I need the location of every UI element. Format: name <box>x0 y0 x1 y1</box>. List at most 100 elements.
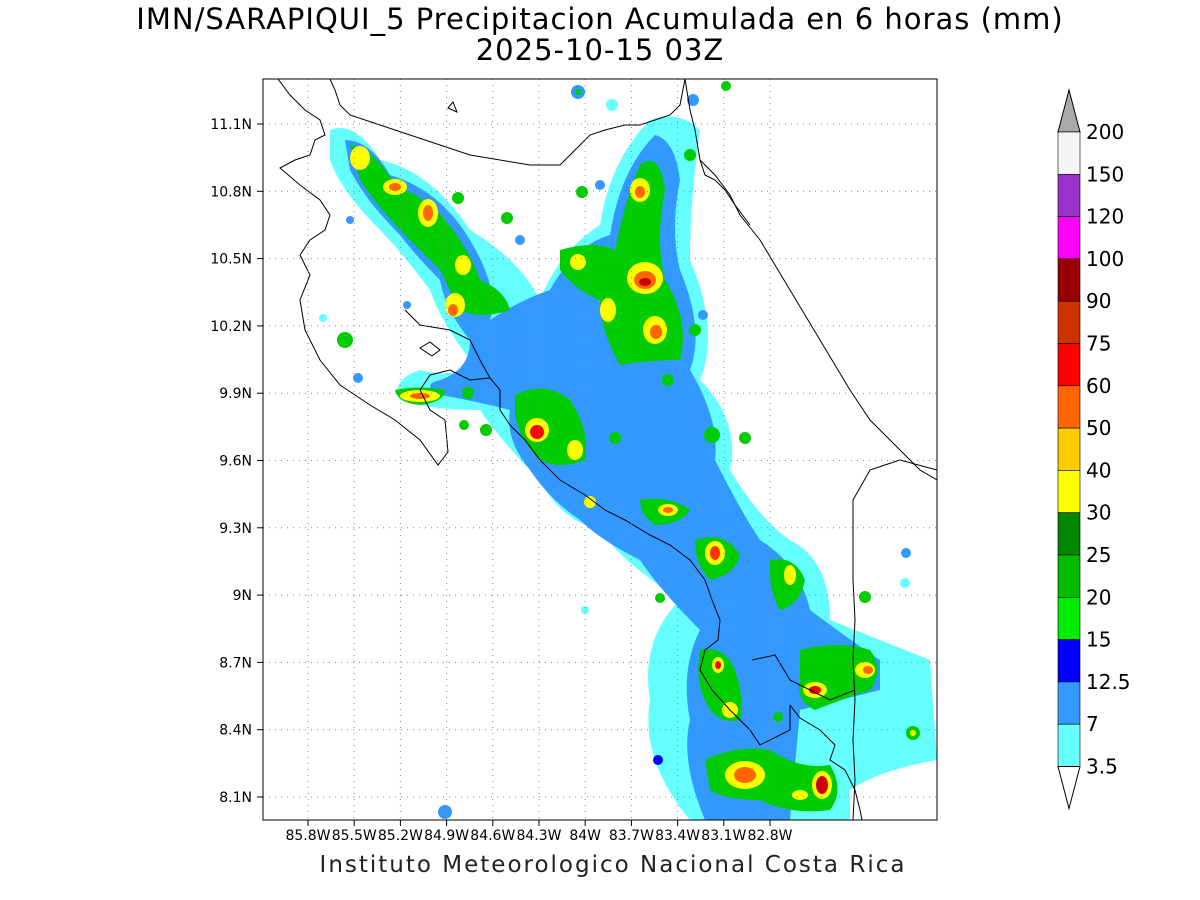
cell <box>581 606 589 614</box>
core-orange <box>389 183 401 191</box>
cell <box>653 755 663 765</box>
footer-credit: Instituto Meteorologico Nacional Costa R… <box>319 852 907 878</box>
lake <box>419 341 441 357</box>
cell <box>859 591 871 603</box>
core-yellow <box>455 255 471 275</box>
colorbar-label: 50 <box>1086 416 1111 440</box>
cell <box>595 180 605 190</box>
cell <box>353 373 363 383</box>
lat-tick-label: 9N <box>233 588 252 604</box>
lon-tick-label: 84.3W <box>516 828 561 844</box>
lat-tick-label: 9.9N <box>219 386 252 402</box>
cell <box>480 424 492 436</box>
lat-tick-label: 11.1N <box>210 117 252 133</box>
core-orange <box>410 393 430 399</box>
core-orange <box>635 186 645 198</box>
lat-tick-label: 9.3N <box>219 521 252 537</box>
nicaragua-coast <box>277 79 491 466</box>
core-yellow <box>570 254 586 270</box>
colorbar-label: 75 <box>1086 332 1111 356</box>
colorbar-label: 20 <box>1086 585 1111 609</box>
gulf-nicoya <box>489 377 791 746</box>
cell <box>704 427 720 443</box>
core-yellow <box>584 496 596 508</box>
lon-tick-label: 84.6W <box>470 828 515 844</box>
lat-tick-label: 10.5N <box>210 252 252 268</box>
core-yellow <box>792 790 808 800</box>
colorbar-segment <box>1057 512 1081 556</box>
lon-tick-label: 85.8W <box>285 828 330 844</box>
cell <box>346 216 354 224</box>
colorbar-upper-arrow <box>1057 88 1081 133</box>
colorbar-segment <box>1057 427 1081 471</box>
core-red <box>809 686 821 694</box>
graticule <box>263 79 937 820</box>
colorbar-segment <box>1057 174 1081 217</box>
core-orange <box>734 767 756 783</box>
lat-tick-label: 8.1N <box>219 790 252 806</box>
scattered-cells <box>319 81 920 819</box>
cell <box>900 578 910 588</box>
cell <box>655 593 665 603</box>
core-red <box>710 546 720 560</box>
cell <box>515 235 525 245</box>
cell <box>575 89 581 95</box>
lon-tick-label: 83.1W <box>701 828 746 844</box>
lon-tick-label: 84.9W <box>424 828 469 844</box>
core-orange <box>423 205 433 221</box>
core-yellow <box>600 298 616 322</box>
colorbar-label: 7 <box>1086 712 1099 736</box>
cell <box>576 186 588 198</box>
caribbean-coast <box>684 79 937 481</box>
cell <box>337 332 353 348</box>
core-red <box>639 278 651 286</box>
colorbar-label: 120 <box>1086 205 1124 229</box>
cell <box>721 81 731 91</box>
colorbar-segment <box>1057 131 1081 175</box>
colorbar-label: 90 <box>1086 289 1111 313</box>
colorbar-label: 100 <box>1086 247 1124 271</box>
colorbar-segment <box>1057 681 1081 725</box>
cell <box>403 301 411 309</box>
cell <box>662 374 674 386</box>
colorbar-label: 15 <box>1086 628 1111 652</box>
core-orange <box>448 304 458 316</box>
colorbar-segment <box>1057 554 1081 598</box>
colorbar-lower-arrow <box>1057 766 1081 811</box>
core-yellow <box>350 146 370 170</box>
osa-peninsula <box>789 704 863 820</box>
lon-tick-label: 83.7W <box>609 828 654 844</box>
colorbar-label: 200 <box>1086 120 1124 144</box>
cell <box>609 432 621 444</box>
lat-tick-label: 8.4N <box>219 723 252 739</box>
lon-tick-label: 84W <box>569 828 601 844</box>
core-orange <box>863 666 873 674</box>
border-north <box>329 79 686 166</box>
core-red <box>530 425 544 439</box>
colorbar-label: 30 <box>1086 501 1111 525</box>
core-orange <box>650 325 662 339</box>
cell <box>459 420 469 430</box>
island <box>447 101 458 113</box>
colorbar-segment <box>1057 216 1081 260</box>
lat-tick-label: 8.7N <box>219 655 252 671</box>
precip-band-green <box>350 145 878 812</box>
lat-tick-label: 10.8N <box>210 184 252 200</box>
cell <box>319 314 327 322</box>
cell <box>438 805 452 819</box>
border-panama <box>751 654 856 701</box>
cell <box>684 149 696 161</box>
lon-tick-label: 85.5W <box>332 828 377 844</box>
colorbar-label: 3.5 <box>1086 755 1118 779</box>
colorbar-segment <box>1057 385 1081 429</box>
ne-coast <box>699 159 751 226</box>
core-orange <box>663 507 673 513</box>
map-frame <box>262 78 938 821</box>
core-yellow <box>567 440 583 460</box>
lon-tick-label: 82.8W <box>747 828 792 844</box>
colorbar-segment <box>1057 596 1081 640</box>
map-title: IMN/SARAPIQUI_5 Precipitacion Acumulada … <box>136 2 1064 36</box>
lat-tick-label: 10.2N <box>210 319 252 335</box>
cell <box>910 730 916 736</box>
